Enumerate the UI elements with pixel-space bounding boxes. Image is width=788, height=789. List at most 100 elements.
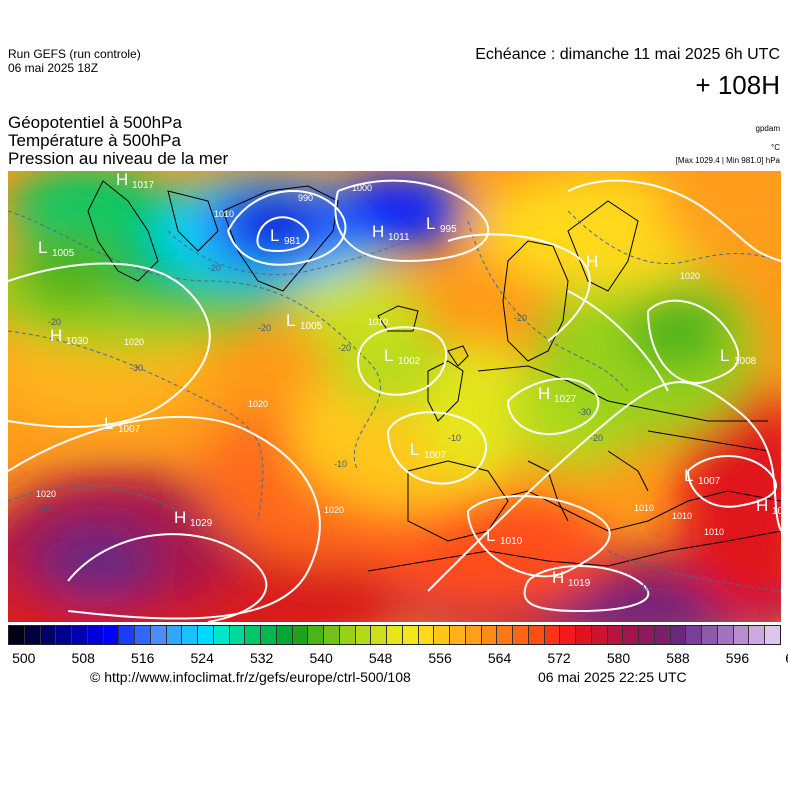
temp-label: -10 bbox=[38, 503, 51, 513]
scale-cell bbox=[576, 626, 592, 644]
scale-cell bbox=[261, 626, 277, 644]
temp-label: -20 bbox=[514, 313, 527, 323]
isobar-label: 1010 bbox=[214, 209, 234, 219]
scale-cell bbox=[72, 626, 88, 644]
pressure-center: L 1005 bbox=[286, 311, 323, 332]
scale-cell bbox=[686, 626, 702, 644]
svg-text:H: H bbox=[586, 252, 598, 271]
isobar-label: 990 bbox=[298, 193, 313, 203]
scale-cell bbox=[717, 626, 734, 644]
temp-label: -10 bbox=[638, 583, 651, 593]
svg-text:L: L bbox=[720, 346, 729, 365]
isobar-labels: 1020 1020 1020 1020 1020 1010 1010 1010 … bbox=[36, 183, 724, 537]
temp-label: -10 bbox=[448, 433, 461, 443]
scale-cell bbox=[135, 626, 151, 644]
temp-label: -30 bbox=[578, 407, 591, 417]
scale-cell bbox=[276, 626, 293, 644]
temp-label: -20 bbox=[258, 323, 271, 333]
scale-tick-label: 588 bbox=[666, 650, 690, 666]
color-scale-bar bbox=[8, 625, 781, 645]
scale-cell bbox=[497, 626, 513, 644]
isobar-label: 1000 bbox=[352, 183, 372, 193]
scale-cell bbox=[9, 626, 25, 644]
param-geopotential: Géopotentiel à 500hPa bbox=[8, 113, 182, 132]
temp-label: -20 bbox=[338, 343, 351, 353]
scale-tick-label: 572 bbox=[547, 650, 571, 666]
scale-tick-label: 516 bbox=[131, 650, 155, 666]
scale-cell bbox=[387, 626, 403, 644]
temp-label: -20 bbox=[590, 433, 603, 443]
scale-cell bbox=[733, 626, 750, 644]
scale-cell bbox=[544, 626, 561, 644]
scale-cell bbox=[639, 626, 655, 644]
pressure-center: L 1007 bbox=[410, 440, 447, 461]
scale-cell bbox=[24, 626, 41, 644]
generation-timestamp: 06 mai 2025 22:25 UTC bbox=[538, 669, 687, 685]
source-url: © http://www.infoclimat.fr/z/gefs/europe… bbox=[90, 669, 411, 685]
svg-text:1029: 1029 bbox=[190, 518, 213, 529]
pressure-center: H 1030 bbox=[50, 326, 89, 347]
scale-tick-label: 508 bbox=[71, 650, 95, 666]
scale-cell bbox=[150, 626, 167, 644]
temperature-isolines bbox=[8, 210, 781, 592]
svg-text:H: H bbox=[50, 326, 62, 345]
weather-map: 1020 1020 1020 1020 1020 1010 1010 1010 … bbox=[8, 171, 781, 622]
scale-tick-label: 604 bbox=[785, 650, 788, 666]
svg-text:L: L bbox=[270, 226, 279, 245]
scale-cell bbox=[481, 626, 498, 644]
pressure-center: L 1008 bbox=[720, 346, 757, 367]
unit-gpdam: gpdam bbox=[755, 124, 780, 133]
param-temperature: Température à 500hPa bbox=[8, 131, 181, 150]
coastlines bbox=[87, 180, 781, 572]
scale-cell bbox=[654, 626, 671, 644]
scale-cell bbox=[308, 626, 324, 644]
scale-tick-label: 540 bbox=[309, 650, 333, 666]
pressure-center: L 1005 bbox=[38, 238, 75, 259]
scale-cell bbox=[198, 626, 214, 644]
svg-text:10: 10 bbox=[772, 506, 781, 517]
svg-text:H: H bbox=[372, 222, 384, 241]
scale-cell bbox=[670, 626, 687, 644]
scale-cell bbox=[371, 626, 387, 644]
temp-label: -30 bbox=[130, 363, 143, 373]
svg-text:1007: 1007 bbox=[424, 450, 447, 461]
svg-text:L: L bbox=[410, 440, 419, 459]
svg-text:1007: 1007 bbox=[118, 424, 141, 435]
pressure-center: L 995 bbox=[426, 214, 457, 235]
isobar-label: 1020 bbox=[36, 489, 56, 499]
scale-cell bbox=[765, 626, 780, 644]
svg-text:1030: 1030 bbox=[66, 336, 89, 347]
pressure-center: H 1029 bbox=[174, 508, 213, 529]
svg-text:H: H bbox=[538, 384, 550, 403]
svg-text:H: H bbox=[552, 568, 564, 587]
svg-text:1007: 1007 bbox=[698, 476, 721, 487]
svg-text:1010: 1010 bbox=[500, 536, 523, 547]
scale-cell bbox=[119, 626, 135, 644]
svg-text:1019: 1019 bbox=[568, 578, 591, 589]
pressure-center: L 1007 bbox=[684, 466, 721, 487]
temp-label: -10 bbox=[334, 459, 347, 469]
geopotential-field bbox=[8, 171, 781, 622]
echeance-text: Echéance : dimanche 11 mai 2025 6h UTC bbox=[475, 46, 780, 63]
pressure-center: H bbox=[586, 252, 598, 271]
isobar-label: 1020 bbox=[124, 337, 144, 347]
scale-cell bbox=[591, 626, 608, 644]
isobar-label: 1020 bbox=[680, 271, 700, 281]
unit-hpa-range: [Max 1029.4 | Min 981.0] hPa bbox=[675, 156, 780, 165]
svg-text:981: 981 bbox=[284, 236, 301, 247]
scale-tick-label: 524 bbox=[190, 650, 214, 666]
run-name: Run GEFS (run controle) bbox=[8, 47, 141, 61]
pressure-center: H 1011 bbox=[372, 222, 410, 243]
scale-cell bbox=[434, 626, 450, 644]
svg-text:H: H bbox=[756, 496, 768, 515]
scale-tick-label: 580 bbox=[606, 650, 631, 666]
pressure-center: L 1007 bbox=[104, 414, 141, 435]
scale-tick-label: 500 bbox=[12, 650, 36, 666]
lead-time: + 108H bbox=[695, 70, 780, 100]
scale-tick-label: 532 bbox=[249, 650, 274, 666]
pressure-center: H 10 bbox=[756, 496, 781, 517]
svg-text:995: 995 bbox=[440, 224, 457, 235]
pressure-center: L 1010 bbox=[486, 526, 523, 547]
scale-tick-label: 564 bbox=[487, 650, 512, 666]
scale-cell bbox=[450, 626, 466, 644]
